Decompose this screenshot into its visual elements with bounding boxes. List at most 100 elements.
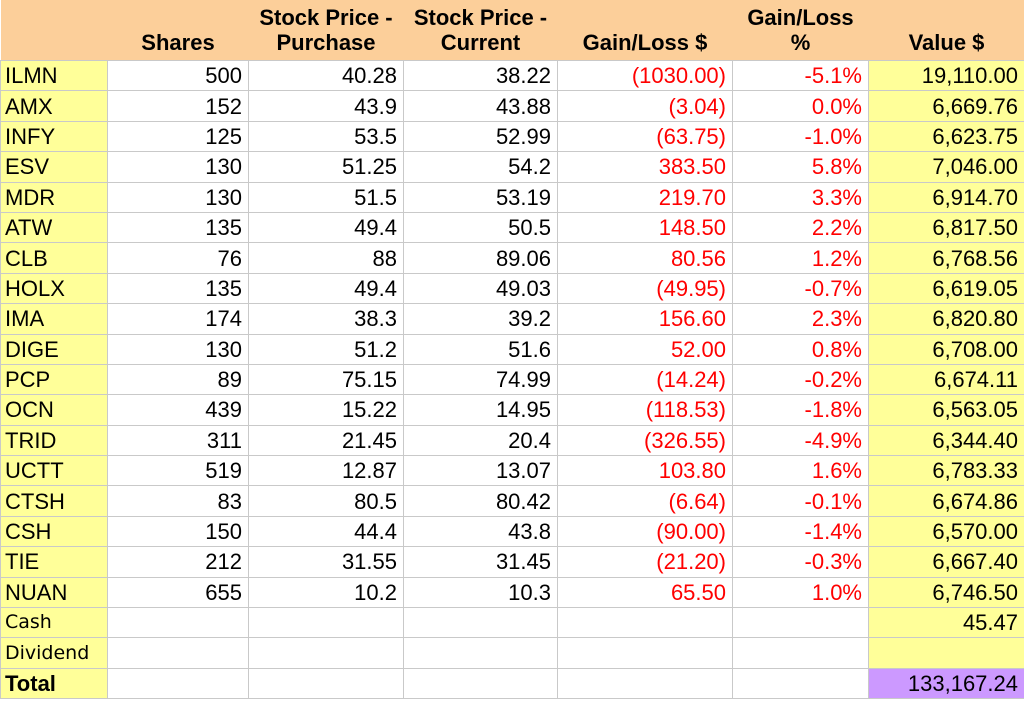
cell-purchase-price: 44.4 [248,515,404,548]
cell-purchase-price: 51.25 [248,151,404,183]
header-purchase: Purchase [276,30,376,55]
cell-shares: 130 [107,151,249,183]
cash-row: Cash 45.47 [0,607,1024,639]
cell-gain-loss-usd: (326.55) [557,424,733,457]
header-gainloss-pct: % [790,30,811,55]
cell-gain-loss-pct: 1.2% [732,242,869,274]
table-row: TIE 212 31.55 31.45 (21.20) -0.3% 6,667.40 [0,546,1024,578]
table-row: PCP 89 75.15 74.99 (14.24) -0.2% 6,674.11 [0,363,1024,396]
cell-purchase-price: 43.9 [248,90,404,122]
table-row: IMA 174 38.3 39.2 156.60 2.3% 6,820.80 [0,303,1024,335]
total-row-label: Total [0,667,108,700]
cell-shares: 135 [107,272,249,305]
cell-value: 6,820.80 [868,303,1024,335]
cell-value: 6,570.00 [868,515,1024,548]
dividend-row-label: Dividend [0,637,108,669]
dividend-row: Dividend [0,637,1024,669]
empty-cell [107,637,249,669]
cell-current-price: 54.2 [403,151,558,183]
cell-value: 6,768.56 [868,242,1024,274]
cell-current-price: 43.88 [403,90,558,122]
cell-value: 6,344.40 [868,424,1024,457]
table-row: ILMN 500 40.28 38.22 (1030.00) -5.1% 19,110.00 [0,59,1024,92]
cell-gain-loss-usd: 80.56 [557,242,733,274]
cell-current-price: 80.42 [403,485,558,517]
table-row: ESV 130 51.25 54.2 383.50 5.8% 7,046.00 [0,151,1024,183]
cell-symbol: HOLX [0,272,108,305]
cell-current-price: 89.06 [403,242,558,274]
cell-value: 6,623.75 [868,120,1024,153]
cell-value: 7,046.00 [868,151,1024,183]
cell-shares: 130 [107,333,249,365]
cell-purchase-price: 88 [248,242,404,274]
table-row: NUAN 655 10.2 10.3 65.50 1.0% 6,746.50 [0,576,1024,609]
cell-symbol: ILMN [0,59,108,92]
cell-current-price: 10.3 [403,576,558,609]
cell-shares: 655 [107,576,249,609]
cell-gain-loss-pct: -1.4% [732,515,869,548]
cell-shares: 152 [107,90,249,122]
cell-gain-loss-pct: -0.2% [732,363,869,396]
header-symbol-empty [1,30,108,61]
empty-cell [557,607,733,639]
cell-gain-loss-pct: 2.2% [732,211,869,244]
cell-current-price: 43.8 [403,515,558,548]
header-row-1: Stock Price - Stock Price - Gain/Loss [0,0,1024,30]
cell-purchase-price: 51.2 [248,333,404,365]
empty-cell [403,667,558,700]
cell-gain-loss-usd: (1030.00) [557,59,733,92]
cell-symbol: MDR [0,181,108,213]
cell-gain-loss-pct: -1.0% [732,120,869,153]
cell-current-price: 39.2 [403,303,558,335]
cell-gain-loss-pct: -0.7% [732,272,869,305]
cell-gain-loss-pct: 1.6% [732,455,869,487]
cell-gain-loss-pct: -0.3% [732,546,869,578]
cell-value: 6,563.05 [868,394,1024,426]
header-gainloss-usd: Gain/Loss $ [582,30,708,55]
cell-value: 6,783.33 [868,455,1024,487]
cell-current-price: 13.07 [403,455,558,487]
empty-cell [107,667,249,700]
empty-cell [557,667,733,700]
table-row: INFY 125 53.5 52.99 (63.75) -1.0% 6,623.75 [0,120,1024,153]
cell-shares: 500 [107,59,249,92]
cell-shares: 212 [107,546,249,578]
empty-cell [732,637,869,669]
header-row-2: Shares Purchase Current Gain/Loss $ % Va… [0,30,1024,61]
cell-gain-loss-usd: (90.00) [557,515,733,548]
cell-purchase-price: 15.22 [248,394,404,426]
cell-gain-loss-pct: 2.3% [732,303,869,335]
cell-current-price: 51.6 [403,333,558,365]
table-row: CSH 150 44.4 43.8 (90.00) -1.4% 6,570.00 [0,515,1024,548]
cell-value: 6,817.50 [868,211,1024,244]
header-shares-blank [108,0,249,30]
cell-gain-loss-usd: (21.20) [557,546,733,578]
cell-symbol: INFY [0,120,108,153]
cell-gain-loss-usd: 52.00 [557,333,733,365]
cell-shares: 174 [107,303,249,335]
cell-gain-loss-usd: (118.53) [557,394,733,426]
cell-symbol: DIGE [0,333,108,365]
cell-gain-loss-pct: -5.1% [732,59,869,92]
cell-gain-loss-pct: 0.8% [732,333,869,365]
empty-cell [248,667,404,700]
cell-current-price: 52.99 [403,120,558,153]
cell-current-price: 20.4 [403,424,558,457]
header-value: Value $ [908,30,985,55]
table-row: TRID 311 21.45 20.4 (326.55) -4.9% 6,344.40 [0,424,1024,457]
cell-purchase-price: 38.3 [248,303,404,335]
cell-purchase-price: 40.28 [248,59,404,92]
cell-gain-loss-pct: -0.1% [732,485,869,517]
table-header: Stock Price - Stock Price - Gain/Loss Sh… [0,0,1024,61]
cell-purchase-price: 10.2 [248,576,404,609]
cell-symbol: CTSH [0,485,108,517]
cell-gain-loss-pct: -4.9% [732,424,869,457]
total-row: Total 133,167.24 [0,667,1024,700]
header-current: Current [440,30,521,55]
cell-gain-loss-usd: 148.50 [557,211,733,244]
cell-symbol: ESV [0,151,108,183]
table-body: ILMN 500 40.28 38.22 (1030.00) -5.1% 19,110.00… [0,59,1024,700]
cell-symbol: UCTT [0,455,108,487]
empty-cell [107,607,249,639]
table-row: CTSH 83 80.5 80.42 (6.64) -0.1% 6,674.86 [0,485,1024,517]
